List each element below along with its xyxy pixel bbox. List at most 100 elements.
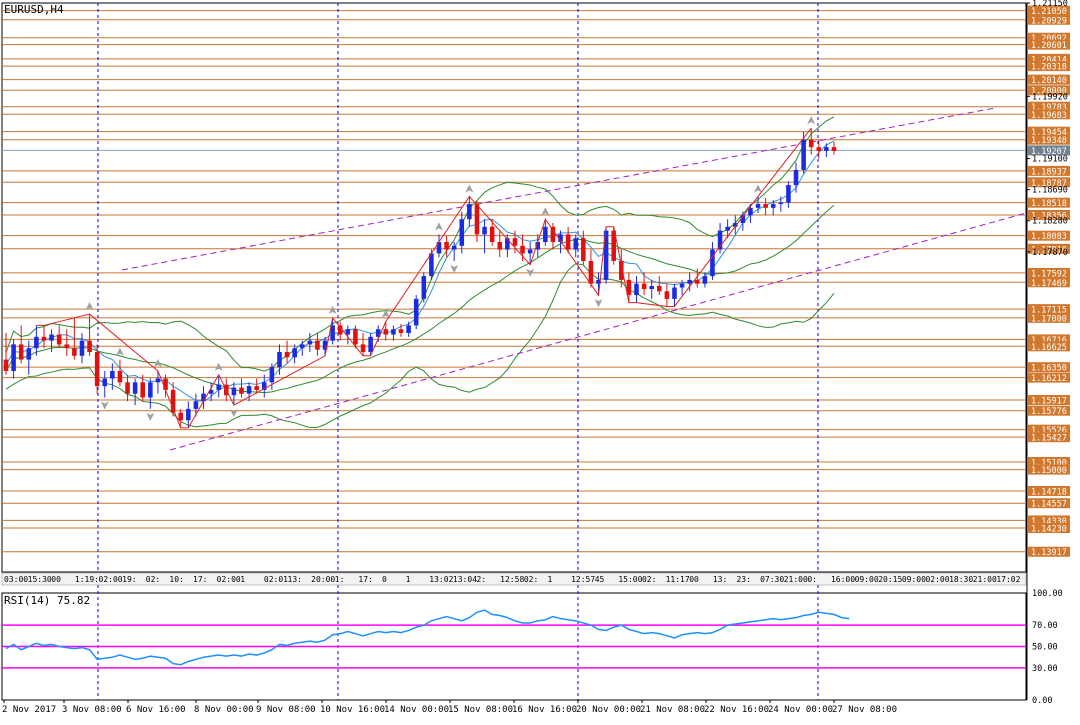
- price-level-label: 1.15000: [1031, 466, 1067, 476]
- candle-body: [292, 348, 297, 358]
- price-axis-label: 1.18280: [1032, 217, 1068, 227]
- price-level-label: 1.13917: [1031, 548, 1067, 558]
- fractal-up: [381, 309, 390, 318]
- time-strip-label: 07:30: [760, 575, 784, 584]
- time-strip-label: 19:: [122, 575, 136, 584]
- rsi-axis-label: 70.00: [1032, 621, 1058, 631]
- candle-body: [94, 351, 100, 387]
- time-strip-label: 02:00: [217, 575, 241, 584]
- time-strip-label: 1:19:: [75, 575, 99, 584]
- time-strip-label: 10:: [169, 575, 183, 584]
- fractal-up: [465, 184, 474, 193]
- time-axis-label: 16 Nov 16:00: [512, 705, 577, 715]
- price-level-label: 1.20601: [1031, 41, 1067, 51]
- candle-body: [261, 382, 267, 390]
- candle-body: [649, 285, 654, 290]
- price-level-label: 1.19348: [1031, 136, 1067, 146]
- candle-body: [444, 241, 449, 250]
- candle-body: [246, 386, 252, 394]
- time-strip-label: 1: [406, 575, 411, 584]
- candle-body: [710, 249, 715, 277]
- price-level-label: 1.15100: [1031, 458, 1067, 468]
- time-axis-label: 22 Nov 16:00: [704, 705, 769, 715]
- time-axis-label: 27 Nov 08:00: [832, 705, 897, 715]
- time-strip-label: 12:57: [571, 575, 595, 584]
- price-level-label: 1.14230: [1031, 524, 1067, 534]
- price-level-tag: [1028, 341, 1070, 352]
- bollinger-middle: [5, 204, 835, 394]
- candle-body: [148, 382, 153, 398]
- price-level-tag: [1028, 498, 1070, 509]
- price-level-label: 1.15526: [1031, 426, 1067, 436]
- price-level-label: 1.17910: [1031, 245, 1067, 255]
- time-axis-label: 9 Nov 08:00: [256, 705, 316, 715]
- time-strip-label: 12:58: [500, 575, 524, 584]
- fractal-up: [214, 362, 223, 371]
- price-level-tag: [1028, 165, 1070, 176]
- time-strip-label: 02:: [524, 575, 538, 584]
- time-strip-label: 02:00: [99, 575, 123, 584]
- candle-body: [626, 279, 632, 296]
- price-level-tag: [1028, 485, 1070, 496]
- price-level-tag: [1028, 101, 1070, 112]
- price-level-tag: [1028, 53, 1070, 64]
- price-level-tag: [1028, 126, 1070, 137]
- candle-body: [451, 245, 457, 250]
- main-plot-frame: [1, 2, 1027, 573]
- price-level-tag: [1028, 424, 1070, 435]
- price-axis-label: 1.17870: [1032, 248, 1068, 258]
- channel-upper: [121, 107, 996, 271]
- candle-body: [64, 344, 70, 349]
- candle-body: [770, 204, 776, 208]
- candle-body: [79, 340, 85, 356]
- candle-body: [808, 139, 814, 148]
- zigzag-line: [36, 127, 812, 429]
- price-level-tag: [1028, 395, 1070, 406]
- candle-body: [489, 226, 495, 242]
- candle-body: [239, 387, 244, 394]
- price-level-label: 1.14557: [1031, 500, 1067, 510]
- candle-body: [702, 276, 708, 284]
- candle-body: [429, 253, 434, 277]
- price-level-tag: [1028, 39, 1070, 50]
- time-strip-label: 09:00: [902, 575, 926, 584]
- current-price-tag: [1028, 145, 1070, 156]
- price-level-label: 1.16716: [1031, 336, 1067, 346]
- candle-body: [565, 234, 571, 250]
- candle-body: [375, 329, 381, 337]
- price-level-label: 1.17115: [1031, 306, 1067, 316]
- time-axis-label: 6 Nov 16:00: [126, 705, 186, 715]
- candle-body: [201, 393, 206, 402]
- price-level-tag: [1028, 312, 1070, 323]
- time-strip-label: 18:30: [949, 575, 973, 584]
- candle-body: [299, 344, 305, 349]
- bollinger-upper: [5, 116, 835, 372]
- time-strip-label: 2:: [477, 575, 487, 584]
- price-level-tag: [1028, 432, 1070, 443]
- fractal-up: [85, 302, 94, 311]
- candle-body: [368, 336, 373, 352]
- candle-body: [125, 382, 130, 394]
- fractal-down: [100, 401, 109, 410]
- time-strip-label: 17:: [193, 575, 207, 584]
- candle-body: [391, 329, 396, 335]
- candle-body: [193, 401, 199, 409]
- price-level-tag: [1028, 61, 1070, 72]
- price-level-label: 1.20929: [1031, 16, 1067, 26]
- time-axis-label: 24 Nov 00:00: [768, 705, 833, 715]
- price-level-label: 1.17592: [1031, 269, 1067, 279]
- candle-body: [619, 260, 624, 280]
- candle-body: [26, 348, 32, 360]
- candle-body: [527, 249, 533, 254]
- candle-body: [413, 298, 419, 326]
- candle-body: [307, 340, 313, 345]
- time-axis-label: 14 Nov 00:00: [384, 705, 449, 715]
- candle-body: [603, 230, 609, 280]
- candle-body: [72, 348, 77, 356]
- time-strip: [1, 572, 1027, 586]
- candle-body: [360, 344, 366, 352]
- price-level-label: 1.19683: [1031, 111, 1067, 121]
- price-level-tag: [1028, 277, 1070, 288]
- candle-body: [679, 283, 685, 288]
- fractal-up: [328, 305, 337, 314]
